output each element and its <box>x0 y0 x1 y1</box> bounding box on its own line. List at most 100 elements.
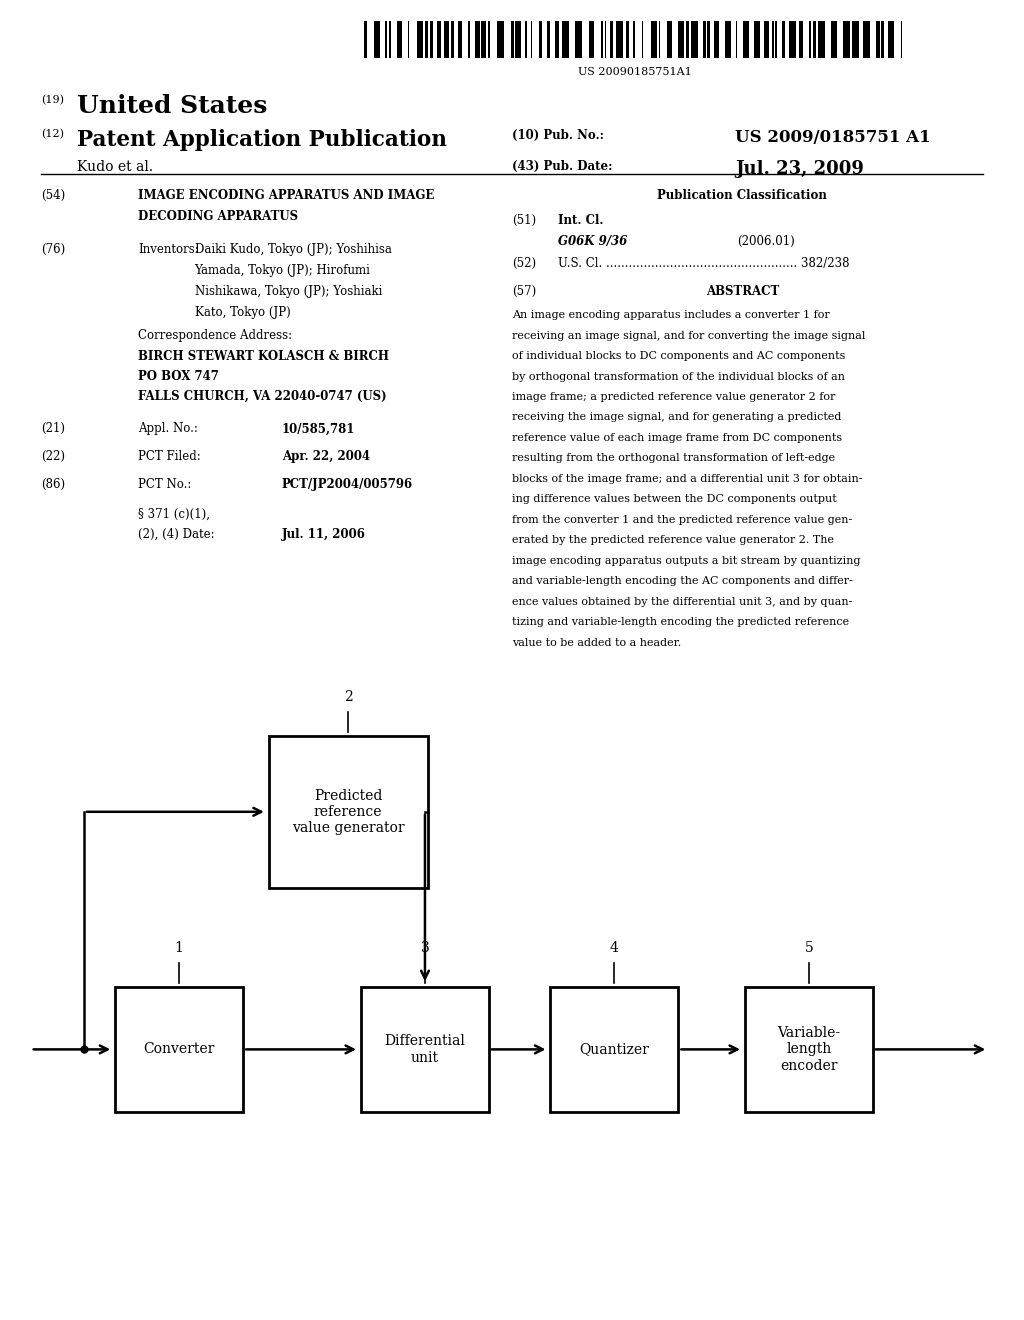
Text: of individual blocks to DC components and AC components: of individual blocks to DC components an… <box>512 351 846 362</box>
Bar <box>539 21 542 58</box>
Bar <box>616 21 623 58</box>
Bar <box>743 21 750 58</box>
Text: Yamada, Tokyo (JP); Hirofumi: Yamada, Tokyo (JP); Hirofumi <box>195 264 371 277</box>
Text: resulting from the orthogonal transformation of left-edge: resulting from the orthogonal transforma… <box>512 454 836 463</box>
Text: DECODING APPARATUS: DECODING APPARATUS <box>138 210 298 223</box>
Text: (43) Pub. Date:: (43) Pub. Date: <box>512 160 612 173</box>
Bar <box>764 21 769 58</box>
Text: blocks of the image frame; and a differential unit 3 for obtain-: blocks of the image frame; and a differe… <box>512 474 862 484</box>
Text: G06K 9/36: G06K 9/36 <box>558 235 628 248</box>
Text: PCT Filed:: PCT Filed: <box>138 450 201 463</box>
Text: Variable-
length
encoder: Variable- length encoder <box>777 1026 841 1073</box>
Bar <box>843 21 850 58</box>
Text: from the converter 1 and the predicted reference value gen-: from the converter 1 and the predicted r… <box>512 515 852 525</box>
Bar <box>561 21 569 58</box>
Text: Daiki Kudo, Tokyo (JP); Yoshihisa: Daiki Kudo, Tokyo (JP); Yoshihisa <box>195 243 391 256</box>
Text: and variable-length encoding the AC components and differ-: and variable-length encoding the AC comp… <box>512 576 853 586</box>
Bar <box>667 21 672 58</box>
Bar <box>605 21 606 58</box>
Bar <box>642 21 643 58</box>
Text: value to be added to a header.: value to be added to a header. <box>512 638 681 648</box>
Bar <box>772 21 774 58</box>
Text: (12): (12) <box>41 129 63 140</box>
Text: Patent Application Publication: Patent Application Publication <box>77 129 446 152</box>
Bar <box>452 21 455 58</box>
Bar <box>589 21 594 58</box>
Text: (2006.01): (2006.01) <box>737 235 795 248</box>
Bar <box>691 21 697 58</box>
Bar <box>601 21 603 58</box>
Text: United States: United States <box>77 94 267 117</box>
Bar <box>634 21 635 58</box>
Text: PCT/JP2004/005796: PCT/JP2004/005796 <box>282 478 413 491</box>
Text: (54): (54) <box>41 189 66 202</box>
Text: (52): (52) <box>512 257 537 271</box>
Bar <box>555 21 559 58</box>
Text: Jul. 23, 2009: Jul. 23, 2009 <box>735 160 864 178</box>
Bar <box>389 21 390 58</box>
Text: (2), (4) Date:: (2), (4) Date: <box>138 528 215 541</box>
Bar <box>551 987 678 1111</box>
Text: (22): (22) <box>41 450 65 463</box>
Bar <box>115 987 244 1111</box>
Bar <box>831 21 837 58</box>
Bar <box>430 21 433 58</box>
Bar <box>425 21 428 58</box>
Text: Publication Classification: Publication Classification <box>657 189 827 202</box>
Bar <box>735 21 737 58</box>
Text: Predicted
reference
value generator: Predicted reference value generator <box>292 788 404 836</box>
Text: PO BOX 747: PO BOX 747 <box>138 370 219 383</box>
Bar <box>852 21 859 58</box>
Bar <box>650 21 656 58</box>
Bar <box>702 21 706 58</box>
Text: 4: 4 <box>610 941 618 956</box>
Text: Kudo et al.: Kudo et al. <box>77 160 153 174</box>
Text: Differential
unit: Differential unit <box>385 1035 465 1064</box>
Text: image frame; a predicted reference value generator 2 for: image frame; a predicted reference value… <box>512 392 836 403</box>
Bar <box>888 21 894 58</box>
Text: US 20090185751A1: US 20090185751A1 <box>578 67 692 78</box>
Bar <box>725 21 731 58</box>
Text: (51): (51) <box>512 214 537 227</box>
Text: receiving the image signal, and for generating a predicted: receiving the image signal, and for gene… <box>512 412 842 422</box>
Text: PCT No.:: PCT No.: <box>138 478 191 491</box>
Bar <box>360 987 489 1111</box>
Text: image encoding apparatus outputs a bit stream by quantizing: image encoding apparatus outputs a bit s… <box>512 556 860 566</box>
Bar <box>686 21 689 58</box>
Bar <box>437 21 441 58</box>
Text: ABSTRACT: ABSTRACT <box>706 285 779 298</box>
Bar <box>575 21 583 58</box>
Bar <box>782 21 785 58</box>
Bar <box>790 21 797 58</box>
Text: (57): (57) <box>512 285 537 298</box>
Text: Quantizer: Quantizer <box>580 1043 649 1056</box>
Bar <box>547 21 550 58</box>
Text: Correspondence Address:: Correspondence Address: <box>138 329 293 342</box>
Text: Converter: Converter <box>143 1043 215 1056</box>
Bar <box>385 21 387 58</box>
Bar <box>813 21 816 58</box>
Text: by orthogonal transformation of the individual blocks of an: by orthogonal transformation of the indi… <box>512 372 845 381</box>
Bar <box>488 21 489 58</box>
Bar <box>374 21 380 58</box>
Text: U.S. Cl. ................................................... 382/238: U.S. Cl. ...............................… <box>558 257 850 271</box>
Bar <box>775 21 777 58</box>
Text: erated by the predicted reference value generator 2. The: erated by the predicted reference value … <box>512 536 834 545</box>
Text: (86): (86) <box>41 478 66 491</box>
Text: 3: 3 <box>421 941 429 956</box>
Text: (10) Pub. No.:: (10) Pub. No.: <box>512 129 604 143</box>
Bar <box>397 21 402 58</box>
Bar <box>901 21 902 58</box>
Bar <box>481 21 486 58</box>
Text: (76): (76) <box>41 243 66 256</box>
Bar <box>863 21 869 58</box>
Bar <box>882 21 884 58</box>
Text: § 371 (c)(1),: § 371 (c)(1), <box>138 508 210 521</box>
Text: Inventors:: Inventors: <box>138 243 199 256</box>
Text: An image encoding apparatus includes a converter 1 for: An image encoding apparatus includes a c… <box>512 310 829 321</box>
Bar <box>458 21 462 58</box>
Text: Appl. No.:: Appl. No.: <box>138 422 198 436</box>
Text: BIRCH STEWART KOLASCH & BIRCH: BIRCH STEWART KOLASCH & BIRCH <box>138 350 389 363</box>
Bar <box>524 21 526 58</box>
Bar <box>364 21 367 58</box>
